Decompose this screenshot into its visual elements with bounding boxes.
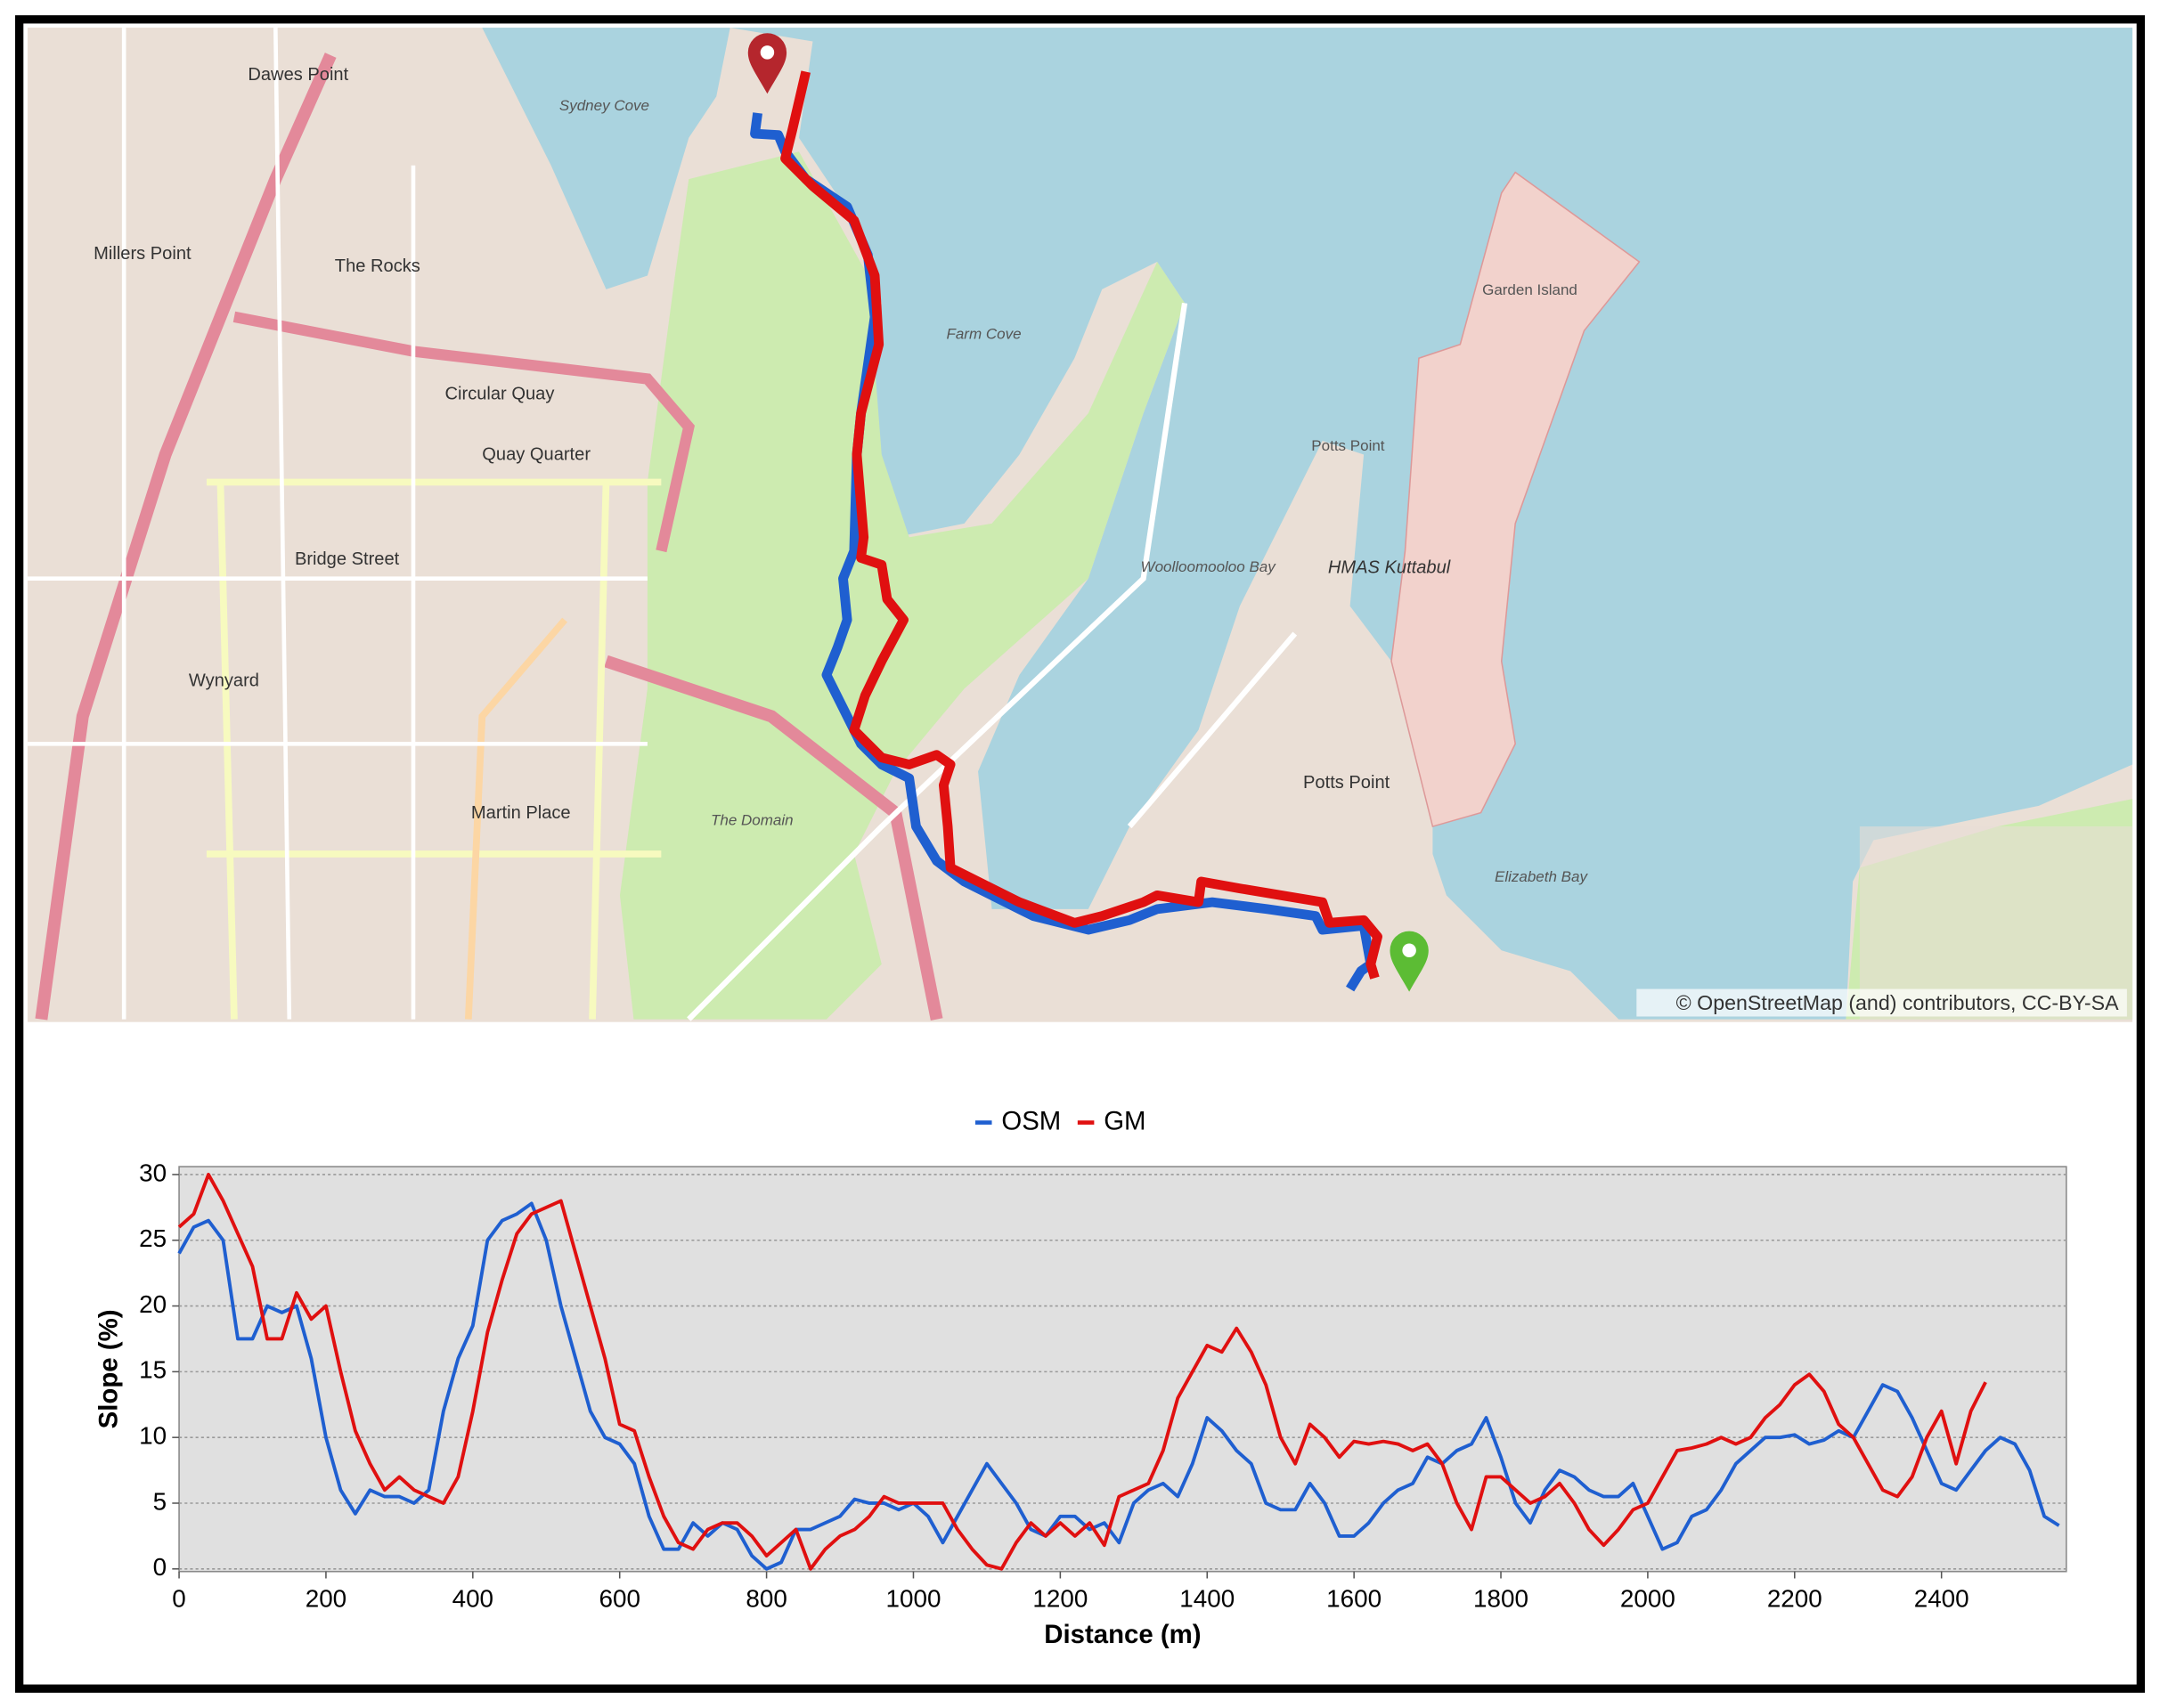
x-tick-label: 1000 <box>886 1585 941 1613</box>
map-label: Sydney Cove <box>559 97 649 114</box>
start-marker <box>747 33 787 94</box>
x-tick-label: 600 <box>599 1585 640 1613</box>
garden-island <box>1390 171 1641 828</box>
x-tick-label: 800 <box>746 1585 787 1613</box>
x-tick-label: 0 <box>172 1585 185 1613</box>
map-labels: Dawes Point Millers Point The Rocks Circ… <box>94 65 1588 885</box>
y-tick-label: 30 <box>139 1159 167 1186</box>
map-label: Circular Quay <box>445 385 555 404</box>
map-label: HMAS Kuttabul <box>1328 558 1451 578</box>
line-series <box>177 1172 1987 1571</box>
x-tick-label: 1800 <box>1473 1585 1528 1613</box>
y-tick-label: 25 <box>139 1224 167 1252</box>
line-series <box>177 1201 2060 1571</box>
plot-area <box>178 1166 2067 1573</box>
legend-label: OSM <box>1001 1106 1061 1135</box>
map-label: Wynyard <box>189 671 259 690</box>
y-axis-title: Slope (%) <box>94 1309 123 1428</box>
x-tick-label: 200 <box>306 1585 346 1613</box>
route-gm <box>780 70 1382 980</box>
map-label: Millers Point <box>94 244 192 264</box>
map-label: Farm Cove <box>946 326 1021 343</box>
map-label: Elizabeth Bay <box>1495 868 1588 885</box>
map-label: Quay Quarter <box>482 445 591 465</box>
y-tick-label: 5 <box>153 1487 167 1515</box>
y-tick-label: 10 <box>139 1422 167 1450</box>
end-marker <box>1390 931 1429 992</box>
map-label: Garden Island <box>1482 281 1577 298</box>
map-label: Potts Point <box>1311 437 1384 454</box>
x-tick-label: 400 <box>452 1585 493 1613</box>
x-axis-title: Distance (m) <box>1044 1620 1201 1649</box>
attribution: © OpenStreetMap (and) contributors, CC-B… <box>1676 991 2119 1014</box>
map: Dawes Point Millers Point The Rocks Circ… <box>27 28 2133 1022</box>
x-tick-label: 1600 <box>1326 1585 1382 1613</box>
map-label: The Domain <box>711 812 794 829</box>
x-tick-label: 2400 <box>1914 1585 1969 1613</box>
x-tick-label: 1400 <box>1179 1585 1235 1613</box>
map-label: Dawes Point <box>248 65 348 85</box>
roads <box>27 28 1298 1021</box>
start-marker-dot <box>760 45 775 60</box>
x-tick-label: 1200 <box>1032 1585 1088 1613</box>
y-tick-label: 20 <box>139 1290 167 1318</box>
attribution-bg <box>1636 988 2127 1017</box>
end-marker-dot <box>1402 943 1416 957</box>
map-label: Woolloomooloo Bay <box>1141 558 1277 575</box>
y-tick-label: 0 <box>153 1553 167 1581</box>
map-label: Bridge Street <box>295 549 400 569</box>
y-tick-label: 15 <box>139 1356 167 1384</box>
map-label: Martin Place <box>471 803 571 823</box>
water <box>482 28 2133 1020</box>
legend-label: GM <box>1104 1106 1145 1135</box>
x-tick-label: 2000 <box>1620 1585 1675 1613</box>
park <box>619 151 1186 1020</box>
map-label: The Rocks <box>335 256 420 276</box>
suburb <box>1859 826 2133 1020</box>
map-label: Potts Point <box>1303 773 1390 793</box>
x-tick-label: 2200 <box>1767 1585 1822 1613</box>
